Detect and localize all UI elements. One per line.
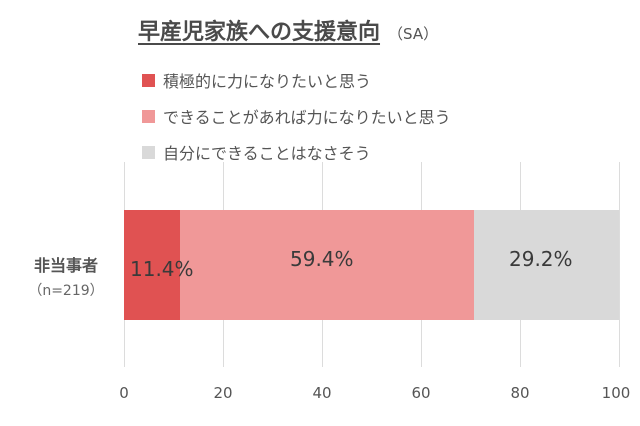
x-tick-0: 0	[119, 384, 129, 402]
legend-label: 自分にできることはなさそう	[163, 144, 371, 163]
x-tick-100: 100	[601, 384, 631, 402]
category-name: 非当事者	[33, 256, 98, 275]
legend-label: できることがあれば力になりたいと思う	[163, 108, 451, 127]
legend: 積極的に力になりたいと思う できることがあれば力になりたいと思う 自分にできるこ…	[142, 62, 451, 170]
chart-title: 早産児家族への支援意向 （SA）	[138, 14, 438, 46]
x-tick-40: 40	[312, 384, 332, 402]
category-sample-size: （n=219）	[28, 283, 104, 299]
bar-segment-support-if-possible	[180, 210, 474, 320]
chart-title-main: 早産児家族への支援意向	[138, 20, 381, 45]
data-label-active-support: 11.4%	[130, 257, 194, 281]
chart-subtitle: （SA）	[388, 25, 439, 43]
x-tick-80: 80	[510, 384, 530, 402]
legend-swatch-icon	[142, 73, 155, 87]
legend-swatch-icon	[142, 109, 155, 123]
legend-label: 積極的に力になりたいと思う	[163, 72, 372, 91]
legend-item-nothing-to-do: 自分にできることはなさそう	[142, 134, 451, 170]
legend-item-active-support: 積極的に力になりたいと思う	[142, 62, 451, 98]
legend-swatch-icon	[142, 145, 155, 159]
category-label: 非当事者 （n=219）	[18, 252, 114, 300]
x-tick-60: 60	[411, 384, 431, 402]
x-tick-20: 20	[213, 384, 233, 402]
bar-segment-active-support	[124, 210, 180, 320]
legend-item-support-if-possible: できることがあれば力になりたいと思う	[142, 98, 451, 134]
data-label-nothing-to-do: 29.2%	[509, 247, 573, 271]
gridline-100	[619, 162, 620, 367]
stacked-bar: 11.4% 59.4% 29.2%	[124, 210, 619, 320]
bar-segment-nothing-to-do	[474, 210, 619, 320]
data-label-support-if-possible: 59.4%	[290, 247, 354, 271]
